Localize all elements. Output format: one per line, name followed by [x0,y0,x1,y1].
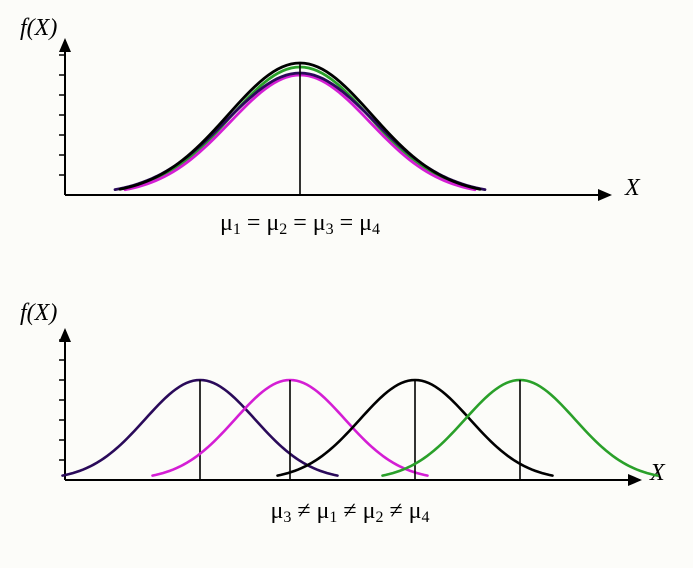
svg-text:μ3 ≠ μ1 ≠ μ2: μ3 ≠ μ1 ≠ μ2 ≠ μ4 [270,498,429,526]
chart-svg: f(X) X μ1 = μ2 = μ3 = μ4 f(X) X μ3 ≠ μ1 … [0,0,693,568]
caption-bottom: μ3 ≠ μ1 ≠ μ2 ≠ μ4 [270,498,429,526]
axes-top [59,38,612,201]
panel-bottom: f(X) X μ3 ≠ μ1 ≠ μ2 ≠ μ4 [20,300,666,526]
y-axis-label-top: f(X) [20,15,57,41]
figure-card: f(X) X μ1 = μ2 = μ3 = μ4 f(X) X μ3 ≠ μ1 … [0,0,693,568]
axes-bottom [59,328,642,486]
panel-top: f(X) X μ1 = μ2 = μ3 = μ4 [20,15,641,238]
curves-top [115,63,485,195]
x-axis-label-top: X [624,175,641,201]
curves-bottom [63,380,658,480]
caption-top: μ1 = μ2 = μ3 = μ4 [220,210,380,238]
svg-text:μ1 = μ2 = μ3: μ1 = μ2 = μ3 = μ4 [220,210,380,238]
y-axis-label-bottom: f(X) [20,300,57,326]
